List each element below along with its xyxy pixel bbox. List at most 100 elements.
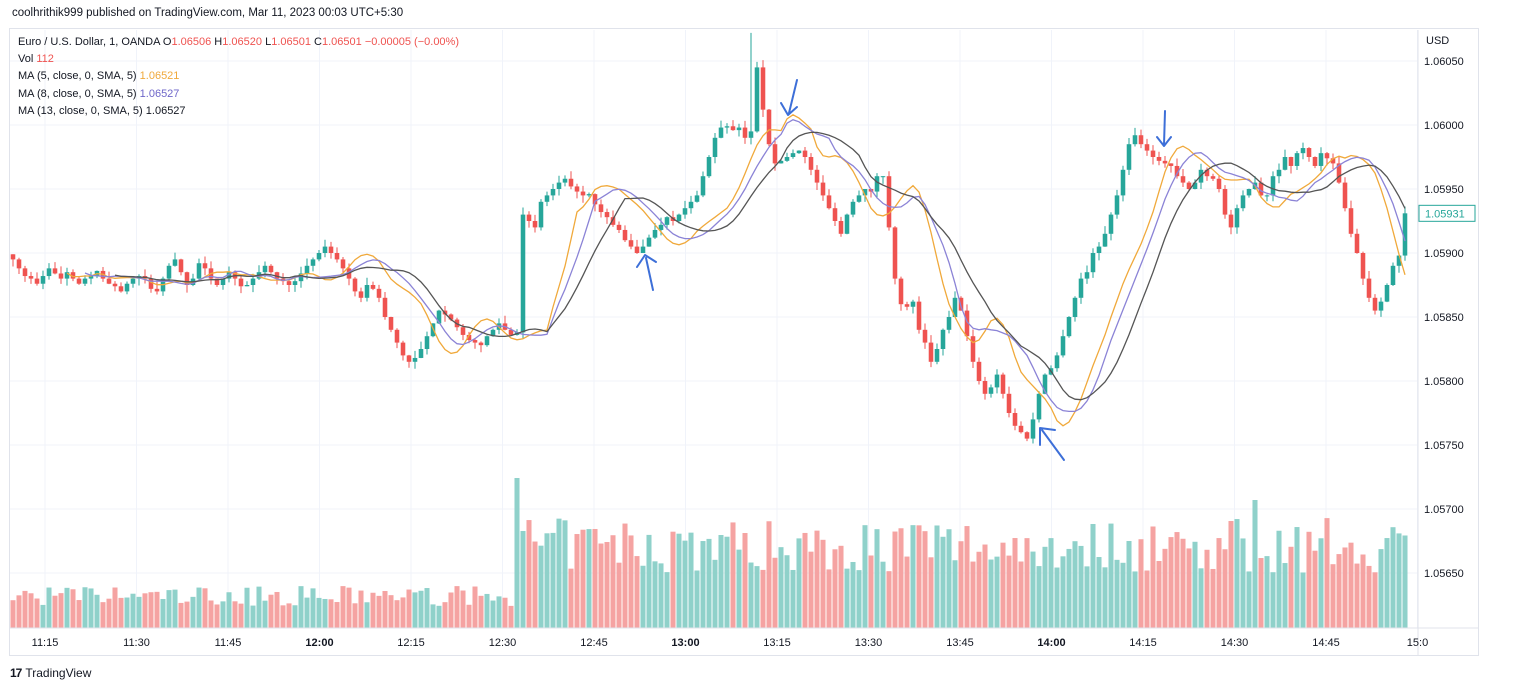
candle-body [940,329,946,349]
candle-body [1078,278,1084,298]
time-tick-label: 14:00 [1037,637,1065,649]
time-tick-label: 12:45 [580,637,608,649]
volume-bar [586,529,592,628]
candle-body [490,329,496,337]
candle-body [562,178,568,183]
candle-body [1066,317,1072,337]
volume-bar [970,561,976,628]
volume-bar [556,518,562,628]
volume-bar [94,594,100,628]
volume-bar [1168,537,1174,628]
volume-bar [64,587,70,628]
legend-volume-row[interactable]: Vol 112 [18,51,459,68]
volume-bar [730,522,736,628]
volume-bar [154,591,160,628]
ma8-label: MA (8, close, 0, SMA, 5) [18,87,137,100]
candle-body [334,253,340,260]
volume-bar [268,594,274,628]
volume-bar [160,598,166,628]
tradingview-logo[interactable]: 17 TradingView [10,666,91,680]
volume-bar [1246,571,1252,628]
volume-bar [418,590,424,628]
volume-bar [1060,556,1066,628]
volume-bar [724,536,730,628]
price-tick-label: 1.05950 [1424,184,1464,196]
candle-body [526,214,532,221]
candle-body [964,310,970,337]
candle-body [166,265,172,279]
candle-body [760,67,766,110]
volume-bar [886,571,892,628]
volume-bar [634,556,640,628]
candle-body [340,259,346,269]
candle-body [826,195,832,209]
volume-bar [658,563,664,628]
volume-bar [490,600,496,628]
candle-body [994,374,1000,388]
candle-body [568,178,574,187]
candle-body [1126,144,1132,170]
candle-body [706,157,712,177]
candle-body [274,272,280,279]
legend-symbol-row[interactable]: Euro / U.S. Dollar, 1, OANDA O1.06506 H1… [18,34,459,51]
open-key: O [162,36,172,48]
candle-body [946,317,952,330]
current-price-label: 1.05931 [1425,208,1465,220]
price-axis[interactable]: USD 1.06050 1.06000 1.05950 1.05900 1.05850 1.… [1417,30,1476,655]
candle-body [892,227,898,279]
volume-bar [1132,571,1138,628]
price-tick-label: 1.05650 [1424,568,1464,580]
volume-bar [1030,551,1036,628]
candle-body [688,201,694,209]
candle-body [1144,144,1150,151]
candle-body [1288,157,1294,166]
candle-body [850,201,856,215]
time-tick-label: 14:15 [1129,637,1157,649]
volume-bar [1372,572,1378,628]
volume-bar [142,593,148,628]
candle-body [76,278,82,284]
volume-bar [1384,538,1390,628]
candle-body [1024,432,1030,439]
candle-body [154,288,160,292]
time-axis[interactable]: 11:15 11:30 11:45 12:00 12:15 12:30 12:45 13:00… [10,627,1478,649]
candle-body [1300,148,1306,154]
candle-body [1054,355,1060,369]
candle-body [1330,158,1336,164]
volume-bar [1402,535,1408,628]
candle-body [1210,176,1216,179]
volume-bar [112,587,118,628]
candle-body [328,246,334,253]
volume-bar [1048,538,1054,628]
volume-bar [430,604,436,628]
legend-ma13-row[interactable]: MA (13, close, 0, SMA, 5) 1.06527 [18,103,459,120]
candle-body [1258,182,1264,196]
publisher-line: coolhrithik999 published on TradingView.… [12,7,404,19]
candle-body [196,263,202,279]
volume-bar [328,599,334,628]
volume-bar [904,556,910,628]
volume-bar [706,538,712,628]
volume-bar [940,536,946,628]
volume-bar [130,593,136,628]
volume-bar [688,532,694,628]
volume-bar [76,600,82,628]
volume-bar [82,587,88,628]
candle-body [766,109,772,145]
legend-ma5-row[interactable]: MA (5, close, 0, SMA, 5) 1.06521 [18,68,459,85]
candle-body [286,281,292,285]
candle-body [70,272,76,279]
price-tick-label: 1.05800 [1424,376,1464,388]
legend-ma8-row[interactable]: MA (8, close, 0, SMA, 5) 1.06527 [18,86,459,103]
time-tick-label: 14:45 [1312,637,1340,649]
candle-body [1282,157,1288,170]
candle-body [1222,189,1228,215]
volume-bar [388,595,394,628]
tradingview-brand: TradingView [25,666,92,680]
candle-body [220,278,226,285]
candle-body [1018,425,1024,433]
candle-body [538,201,544,228]
volume-bar [1192,541,1198,628]
volume-bar [856,570,862,628]
